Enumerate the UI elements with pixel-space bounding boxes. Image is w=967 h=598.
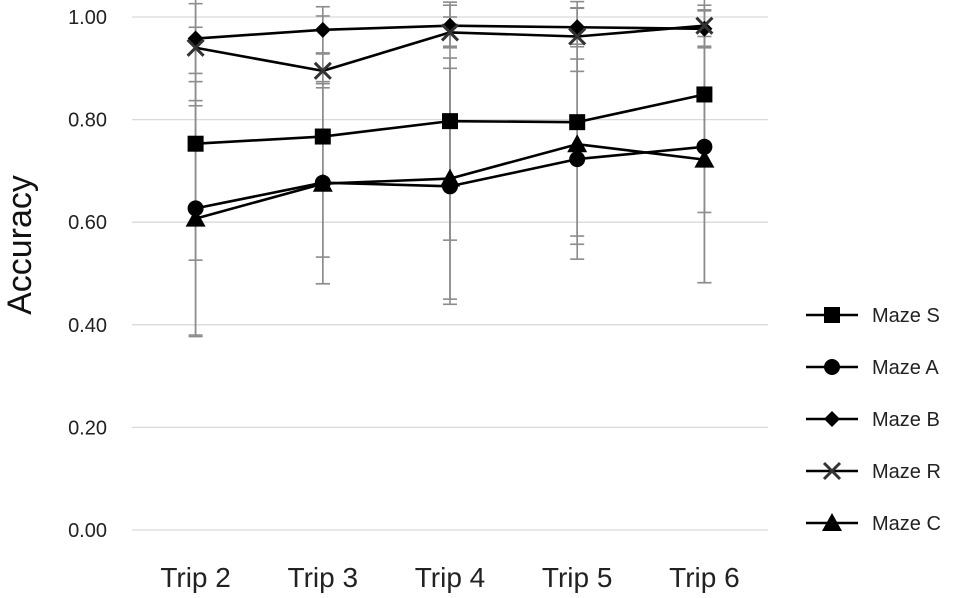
data-point: [314, 128, 331, 145]
x-tick-label: Trip 5: [542, 562, 613, 593]
data-point: [186, 38, 205, 57]
y-tick-label: 1.00: [68, 7, 107, 29]
x-tick-label: Trip 6: [669, 562, 740, 593]
x-tick-label: Trip 3: [288, 562, 359, 593]
legend-marker: [824, 411, 840, 427]
legend-item: Maze B: [806, 409, 940, 431]
data-point: [696, 138, 713, 155]
y-tick-label: 0.40: [68, 315, 107, 337]
legend-marker: [824, 307, 840, 323]
data-point: [569, 114, 586, 131]
y-tick-label: 0.00: [68, 520, 107, 542]
y-tick-label: 0.80: [68, 110, 107, 132]
legend-item: Maze C: [806, 513, 941, 535]
legend-label: Maze S: [872, 305, 940, 327]
error-bars: [188, 0, 712, 338]
series-markers: [185, 16, 715, 227]
y-axis-label: Accuracy: [1, 175, 39, 315]
data-point: [442, 113, 458, 130]
legend-label: Maze B: [872, 409, 940, 431]
x-axis-ticks: Trip 2 Trip 3 Trip 4 Trip 5 Trip 6: [160, 562, 739, 593]
legend: Maze S Maze A Maze B Maze R Maze C: [806, 305, 941, 535]
legend-item: Maze S: [806, 305, 940, 327]
legend-label: Maze A: [872, 357, 939, 379]
data-point: [696, 86, 713, 103]
data-point: [694, 149, 715, 168]
data-point: [187, 135, 204, 152]
x-tick-label: Trip 2: [160, 562, 231, 593]
legend-marker: [824, 359, 840, 375]
data-point: [696, 20, 713, 37]
data-point: [313, 61, 332, 80]
data-point: [314, 21, 331, 38]
x-tick-label: Trip 4: [415, 562, 486, 593]
legend-marker: [822, 513, 842, 531]
data-point: [568, 27, 587, 46]
y-tick-label: 0.20: [68, 417, 107, 439]
data-point: [567, 134, 588, 153]
data-point: [440, 23, 460, 42]
y-axis-ticks: 0.00 0.20 0.40 0.60 0.80 1.00: [68, 7, 107, 542]
legend-label: Maze R: [872, 461, 941, 483]
data-point: [312, 173, 333, 192]
data-point: [185, 208, 206, 227]
data-point: [187, 200, 204, 217]
data-point: [440, 168, 460, 187]
legend-item: Maze R: [806, 461, 941, 483]
data-point: [695, 16, 714, 35]
data-point: [569, 151, 586, 168]
legend-marker: [822, 461, 842, 481]
y-tick-label: 0.60: [68, 212, 107, 234]
legend-label: Maze C: [872, 513, 941, 535]
legend-item: Maze A: [806, 357, 939, 379]
